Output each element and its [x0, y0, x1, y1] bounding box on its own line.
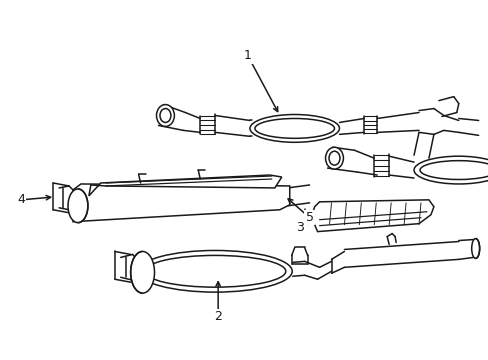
- Ellipse shape: [156, 105, 174, 126]
- Polygon shape: [73, 184, 289, 222]
- Text: 4: 4: [17, 193, 25, 206]
- Ellipse shape: [138, 251, 292, 292]
- Polygon shape: [311, 200, 433, 231]
- Text: 3: 3: [295, 221, 303, 234]
- Ellipse shape: [413, 156, 488, 184]
- Ellipse shape: [419, 161, 488, 180]
- Ellipse shape: [328, 151, 339, 165]
- Ellipse shape: [160, 109, 171, 122]
- Polygon shape: [89, 175, 281, 196]
- Ellipse shape: [144, 255, 285, 287]
- Text: 1: 1: [244, 49, 251, 63]
- Ellipse shape: [249, 114, 339, 142]
- Ellipse shape: [325, 147, 343, 169]
- Text: 2: 2: [214, 310, 222, 323]
- Ellipse shape: [130, 251, 154, 293]
- Ellipse shape: [471, 239, 479, 258]
- Ellipse shape: [254, 118, 334, 138]
- Text: 5: 5: [305, 211, 313, 224]
- Ellipse shape: [68, 189, 88, 223]
